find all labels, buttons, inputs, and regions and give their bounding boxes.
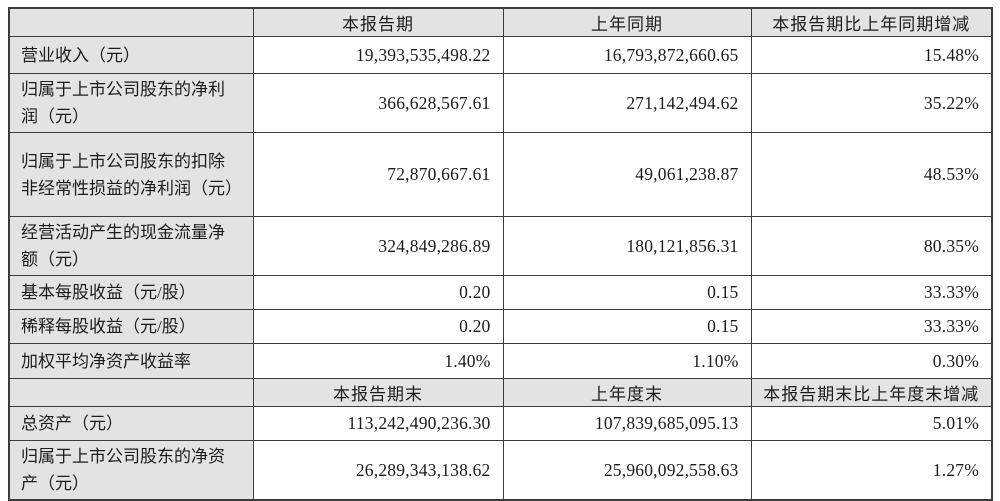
header-current-period: 本报告期 [252,7,504,37]
current-value: 366,628,567.61 [252,73,504,133]
current-value: 26,289,343,138.62 [252,440,504,501]
header-prior-period: 上年同期 [502,7,752,37]
header-period-change: 本报告期比上年同期增减 [750,7,993,37]
table-row-net-profit: 归属于上市公司股东的净利润（元） 366,628,567.61 271,142,… [8,73,993,133]
table-row-total-assets: 总资产（元） 113,242,490,236.30 107,839,685,09… [8,406,993,441]
financial-summary-table: 本报告期 上年同期 本报告期比上年同期增减 营业收入（元） 19,393,535… [8,7,993,501]
table-row-diluted-eps: 稀释每股收益（元/股） 0.20 0.15 33.33% [8,309,993,344]
row-label: 稀释每股收益（元/股） [8,309,254,344]
row-label: 归属于上市公司股东的扣除非经常性损益的净利润（元） [8,132,254,217]
current-value: 113,242,490,236.30 [252,406,504,441]
change-value: 80.35% [750,216,993,276]
period-end-header-row: 本报告期末 上年度末 本报告期末比上年度末增减 [8,378,993,407]
table-row-weighted-avg-roe: 加权平均净资产收益率 1.40% 1.10% 0.30% [8,343,993,379]
header-current-period-end: 本报告期末 [252,378,504,407]
table-row-operating-cash-flow: 经营活动产生的现金流量净额（元） 324,849,286.89 180,121,… [8,216,993,276]
current-value: 72,870,667.61 [252,132,504,217]
table-row-net-profit-excl-nonrecurring: 归属于上市公司股东的扣除非经常性损益的净利润（元） 72,870,667.61 … [8,132,993,217]
period-header-row: 本报告期 上年同期 本报告期比上年同期增减 [8,7,993,37]
row-label: 归属于上市公司股东的净利润（元） [8,73,254,133]
change-value: 33.33% [750,309,993,344]
table-row-net-assets: 归属于上市公司股东的净资产（元） 26,289,343,138.62 25,96… [8,440,993,501]
table-row-revenue: 营业收入（元） 19,393,535,498.22 16,793,872,660… [8,36,993,74]
header-empty-cell [8,378,254,407]
change-value: 48.53% [750,132,993,217]
prior-value: 180,121,856.31 [502,216,752,276]
change-value: 1.27% [750,440,993,501]
row-label: 加权平均净资产收益率 [8,343,254,379]
prior-value: 271,142,494.62 [502,73,752,133]
row-label: 总资产（元） [8,406,254,441]
header-period-end-change: 本报告期末比上年度末增减 [750,378,993,407]
current-value: 0.20 [252,275,504,310]
current-value: 1.40% [252,343,504,379]
change-value: 0.30% [750,343,993,379]
prior-value: 49,061,238.87 [502,132,752,217]
header-empty-cell [8,7,254,37]
row-label: 营业收入（元） [8,36,254,74]
prior-value: 107,839,685,095.13 [502,406,752,441]
change-value: 35.22% [750,73,993,133]
current-value: 324,849,286.89 [252,216,504,276]
row-label: 经营活动产生的现金流量净额（元） [8,216,254,276]
header-prior-year-end: 上年度末 [502,378,752,407]
prior-value: 16,793,872,660.65 [502,36,752,74]
prior-value: 1.10% [502,343,752,379]
prior-value: 0.15 [502,275,752,310]
current-value: 19,393,535,498.22 [252,36,504,74]
change-value: 5.01% [750,406,993,441]
prior-value: 25,960,092,558.63 [502,440,752,501]
prior-value: 0.15 [502,309,752,344]
change-value: 15.48% [750,36,993,74]
row-label: 归属于上市公司股东的净资产（元） [8,440,254,501]
current-value: 0.20 [252,309,504,344]
table-row-basic-eps: 基本每股收益（元/股） 0.20 0.15 33.33% [8,275,993,310]
row-label: 基本每股收益（元/股） [8,275,254,310]
change-value: 33.33% [750,275,993,310]
